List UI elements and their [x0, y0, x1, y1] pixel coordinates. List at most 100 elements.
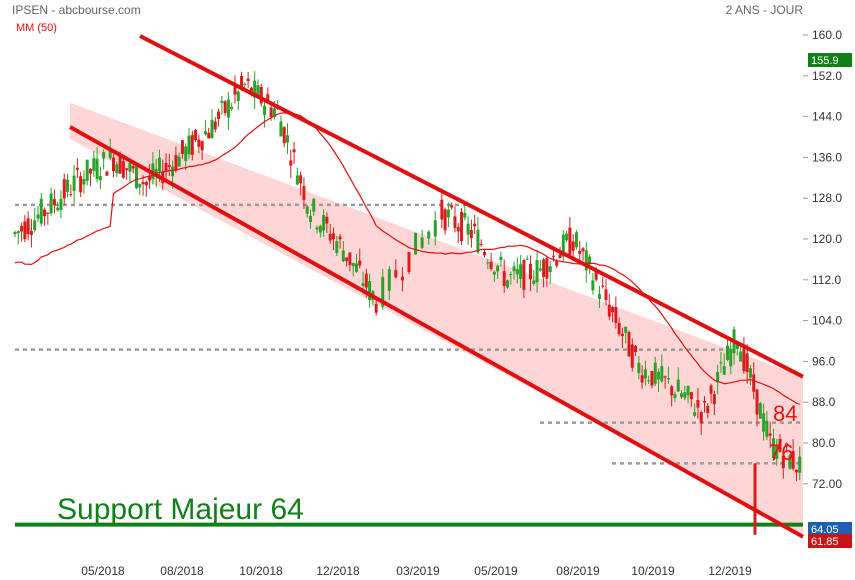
- candle-body: [643, 369, 647, 379]
- candle-body: [574, 232, 578, 248]
- candle-body: [781, 455, 785, 469]
- candle-body: [335, 241, 339, 254]
- channel-fill: [70, 102, 803, 535]
- candle-body: [286, 135, 290, 143]
- candle-body: [748, 368, 752, 378]
- candle-body: [381, 276, 385, 307]
- candle-body: [463, 212, 467, 218]
- candle-body: [706, 406, 710, 414]
- candle-body: [177, 156, 181, 167]
- candle-body: [272, 108, 276, 117]
- candle-body: [230, 106, 234, 110]
- candle-body: [46, 212, 50, 214]
- candle-body: [112, 157, 115, 172]
- candle-body: [184, 146, 188, 161]
- candle-body: [601, 285, 605, 287]
- candle-body: [696, 400, 700, 408]
- candle-body: [387, 269, 391, 291]
- candle-body: [729, 348, 733, 367]
- candle-body: [689, 392, 693, 400]
- channel-lines-layer: [69, 34, 804, 539]
- candle-body: [72, 175, 76, 191]
- candle-body: [427, 231, 431, 239]
- candle-body: [279, 121, 283, 137]
- candle-body: [348, 252, 352, 265]
- x-tick-label: 12/2018: [316, 564, 360, 578]
- x-tick-label: 05/2018: [81, 564, 125, 578]
- candle-body: [62, 179, 66, 199]
- candle-body: [69, 194, 73, 196]
- candle-body: [167, 164, 171, 167]
- candle-body: [591, 280, 595, 291]
- candle-body: [775, 445, 779, 459]
- candle-body: [210, 119, 214, 139]
- candle-body: [282, 127, 286, 144]
- chart-source-title: IPSEN - abcbourse.com: [12, 3, 141, 17]
- candle-body: [49, 193, 53, 214]
- price-badge: [808, 534, 852, 548]
- candle-body: [341, 250, 345, 262]
- candle-body: [154, 169, 158, 176]
- candle-body: [33, 220, 37, 231]
- annotations-layer: 84 76 Support Majeur 64: [57, 401, 797, 526]
- y-tick-label: 112.0: [812, 273, 841, 287]
- candle-body: [187, 135, 191, 155]
- candle-body: [752, 374, 756, 392]
- candle-body: [620, 333, 624, 337]
- candle-body: [742, 345, 746, 372]
- candle-body: [66, 179, 70, 192]
- candle-body: [453, 216, 457, 228]
- candle-body: [52, 199, 56, 206]
- candle-body: [614, 307, 618, 324]
- level-84-label: 84: [773, 401, 797, 426]
- candle-body: [446, 209, 450, 218]
- candle-body: [200, 141, 204, 151]
- candle-body: [735, 344, 739, 350]
- channel-lower-line: [69, 125, 804, 539]
- candle-body: [522, 260, 526, 290]
- candle-body: [680, 393, 684, 398]
- y-tick-label: 144.0: [812, 110, 842, 124]
- chart-period-label: 2 ANS - JOUR: [725, 3, 803, 17]
- moving-average-line: [14, 112, 800, 405]
- candle-body: [148, 175, 152, 181]
- candle-body: [699, 411, 703, 424]
- candle-body: [630, 344, 634, 368]
- candle-body: [571, 241, 575, 251]
- candle-body: [647, 380, 651, 382]
- candle-body: [650, 371, 654, 386]
- candle-body: [289, 160, 293, 166]
- candle-body: [240, 75, 244, 87]
- candle-body: [551, 255, 555, 257]
- candle-body: [56, 207, 60, 211]
- candle-body: [138, 183, 142, 188]
- candlesticks-layer: [13, 71, 802, 535]
- candle-body: [637, 362, 641, 373]
- candle-body: [785, 443, 789, 447]
- candle-body: [266, 94, 270, 101]
- candle-body: [299, 175, 303, 184]
- candle-body: [506, 280, 509, 288]
- candle-body: [460, 211, 464, 241]
- y-tick-label: 72.00: [812, 477, 842, 491]
- x-tick-label: 10/2019: [631, 564, 675, 578]
- candle-body: [657, 371, 661, 380]
- candle-body: [217, 111, 221, 119]
- candle-body: [466, 223, 470, 235]
- candle-body: [433, 220, 437, 237]
- candle-body: [486, 262, 490, 264]
- candle-body: [263, 105, 267, 116]
- axes-layer: 160.0 152.0 144.0 136.0 128.0 120.0 112.0 104.0…: [81, 28, 852, 578]
- candle-body: [259, 86, 263, 104]
- candle-body: [450, 205, 454, 208]
- candle-body: [469, 229, 473, 239]
- candle-body: [512, 266, 516, 272]
- candle-body: [318, 225, 322, 233]
- candle-body: [693, 412, 697, 416]
- candle-body: [102, 152, 106, 159]
- candle-body: [519, 264, 523, 279]
- candle-body: [568, 227, 572, 255]
- y-tick-label: 88.0: [812, 395, 836, 409]
- candle-body: [131, 166, 135, 169]
- candle-body: [502, 271, 506, 287]
